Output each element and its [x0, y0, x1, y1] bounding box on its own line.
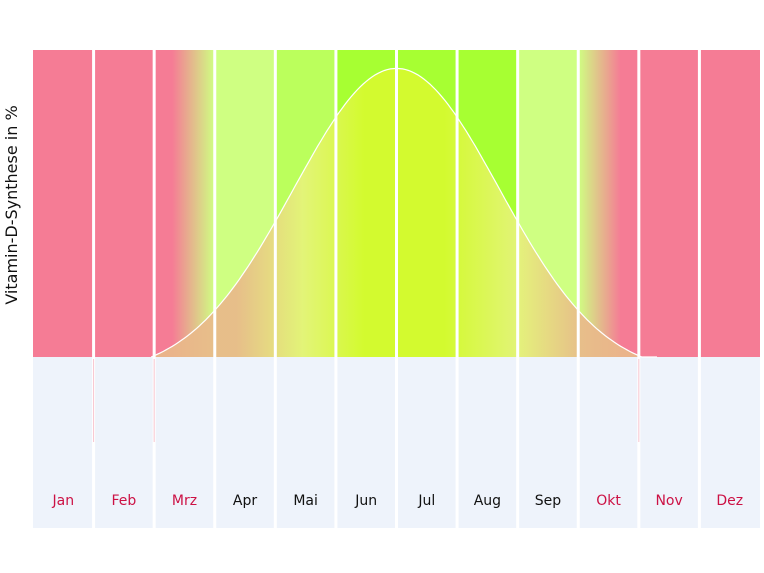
- cell-sep: [517, 357, 579, 528]
- month-label-aug: Aug: [474, 493, 501, 509]
- month-label-nov: Nov: [655, 493, 682, 509]
- band-feb: [93, 50, 155, 357]
- month-labels: Jan Feb Mrz Apr Mai Jun Jul Aug Sep Okt Nov Dez: [51, 493, 743, 509]
- cell-mai: [275, 357, 336, 528]
- band-mrz: [154, 50, 215, 357]
- cell-jun: [335, 357, 397, 528]
- month-label-jun: Jun: [354, 493, 377, 509]
- cell-okt: [578, 357, 639, 528]
- band-dez: [699, 50, 760, 357]
- cell-dez: [699, 357, 760, 528]
- band-nov: [638, 50, 700, 357]
- cell-nov: [638, 357, 700, 528]
- cell-apr: [214, 357, 276, 528]
- month-label-cells: [33, 357, 760, 528]
- band-jan: [33, 50, 94, 357]
- month-label-mai: Mai: [293, 493, 318, 509]
- band-okt: [578, 50, 639, 357]
- month-label-mrz: Mrz: [172, 493, 197, 509]
- synthesis-area: [150, 67, 658, 358]
- synthesis-area-fill: [151, 68, 658, 358]
- month-label-jan: Jan: [51, 493, 74, 509]
- month-label-dez: Dez: [716, 493, 743, 509]
- cell-feb: [93, 357, 155, 528]
- cell-aug: [457, 357, 518, 528]
- month-label-apr: Apr: [233, 493, 257, 509]
- cell-mrz: [154, 357, 215, 528]
- synthesis-curve-line: [150, 67, 657, 358]
- month-label-jul: Jul: [417, 493, 435, 509]
- cell-jan: [33, 357, 94, 528]
- month-label-sep: Sep: [535, 493, 562, 509]
- month-label-feb: Feb: [111, 493, 136, 509]
- month-separators: [92, 50, 701, 528]
- cell-jul: [396, 357, 458, 528]
- month-label-okt: Okt: [596, 493, 621, 509]
- y-axis-label: Vitamin-D-Synthese in %: [2, 105, 21, 304]
